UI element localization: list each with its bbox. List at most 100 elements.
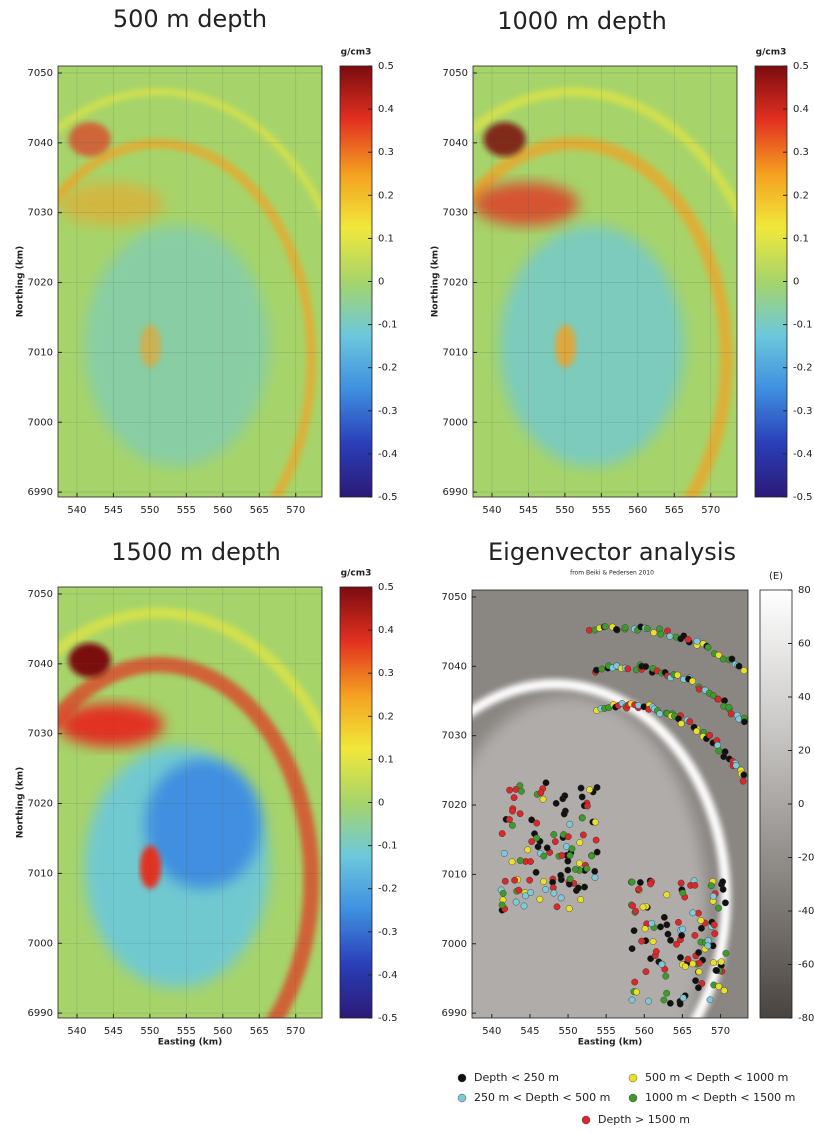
point-decor [506,816,513,823]
point-decor [698,924,705,932]
y-tick-label: 7000 [442,939,467,950]
point-decor [679,889,687,897]
x-tick-label: 570 [701,505,720,516]
point-decor [735,662,743,670]
point-decor [709,892,717,900]
point-decor [561,792,569,800]
point-decor [707,882,715,890]
point-decor [720,753,728,761]
point-decor [579,831,587,839]
map-high [473,182,579,226]
point-decor [591,818,599,826]
y-tick-label: 7020 [443,278,468,289]
x-tick-label: 560 [628,505,647,516]
colorbar-tick-label: -0.5 [793,492,813,503]
panel: 540 545 550 555 560 565 570 6990 7000 7010 7020 703… [16,5,398,516]
y-tick-label: 7040 [443,138,468,149]
point-decor [542,779,550,787]
point-decor [515,886,523,894]
x-tick-label: 550 [555,505,574,516]
point-decor [719,878,727,886]
point-decor [695,959,703,967]
point-decor [656,710,664,718]
point-decor [512,898,520,906]
map-ring [58,607,322,1018]
map-ring [58,656,320,1018]
legend-marker [457,1093,467,1103]
point-decor [539,795,547,803]
point-decor [681,963,689,970]
point-decor [715,651,723,659]
x-axis-label: Easting (km) [578,1038,643,1048]
point-decor [676,1000,684,1008]
colorbar-tick-label: -0.4 [793,449,813,460]
point-decor [715,983,723,990]
point-decor [715,904,722,912]
x-tick-label: 545 [520,1026,539,1037]
point-decor [629,902,637,910]
x-tick-label: 555 [592,505,611,516]
point-decor [540,878,548,885]
point-decor [663,891,671,899]
colorbar-tick-label: -0.5 [378,492,398,503]
x-tick-label: 550 [140,1026,159,1037]
point-decor [686,718,694,725]
map-high [58,182,164,226]
y-tick-label: 6990 [443,487,468,498]
point-decor [692,977,699,985]
point-decor [528,838,536,845]
point-decor [613,625,620,633]
colorbar-tick-label: 0.2 [793,190,809,201]
point-decor [662,972,670,980]
colorbar-tick-label: 0 [793,277,799,288]
y-tick-label: 7030 [442,731,467,742]
y-tick-label: 7030 [28,208,53,219]
point-decor [583,865,591,872]
y-tick-label: 7000 [28,938,53,949]
x-tick-label: 570 [711,1026,730,1037]
point-decor [558,852,566,859]
point-decor [571,865,579,873]
point-decor [557,871,565,879]
colorbar-tick-label: -60 [798,960,814,971]
colorbar-tick-label: -0.1 [793,320,813,331]
point-decor [660,996,668,1004]
point-decor [552,799,560,807]
point-decor [633,988,640,996]
point-decor [650,629,658,637]
colorbar-tick-label: 20 [798,746,811,757]
point-decor [666,632,674,640]
point-decor [586,786,593,794]
map [58,587,322,1018]
colorbar-label: g/cm3 [756,48,787,58]
colorbar-tick-label: -0.2 [378,363,398,374]
point-decor [657,630,665,638]
point-decor [722,899,729,907]
panel: 540 545 550 555 560 565 570 6990 7000 7010 7020 703… [16,538,398,1048]
x-tick-label: 560 [635,1026,654,1037]
point-decor [578,793,586,801]
colorbar-tick-label: -0.2 [793,363,813,374]
colorbar [754,65,788,498]
y-tick-label: 7010 [28,868,53,879]
point-decor [509,807,516,815]
colorbar-label: g/cm3 [341,48,372,58]
point-decor [674,671,681,679]
point-decor [647,955,655,963]
point-decor [551,838,559,846]
map-high [68,122,111,157]
point-decor [727,710,735,718]
point-decor [677,954,684,961]
y-tick-label: 7000 [28,417,53,428]
point-decor [564,833,572,841]
map-high [554,324,576,368]
point-decor [636,879,644,886]
point-decor [577,784,585,792]
plot-frame [472,65,738,498]
point-decor [498,830,506,837]
colorbar-tick-label: 40 [798,692,811,703]
y-tick-label: 7030 [28,729,53,740]
point-decor [635,885,643,893]
legend-marker [628,1093,638,1103]
